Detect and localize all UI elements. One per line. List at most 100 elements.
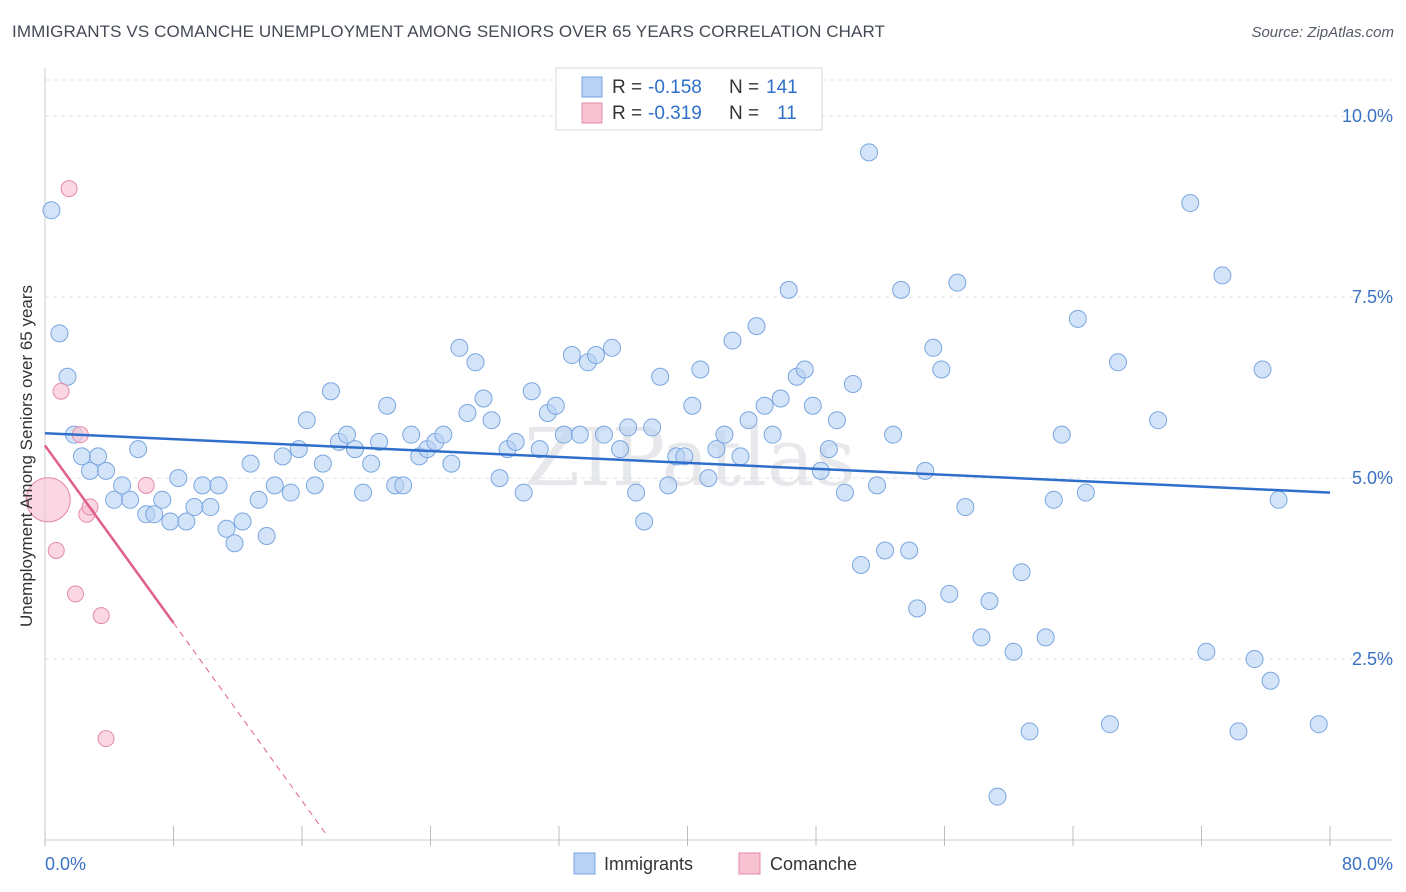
- immigrants-point: [627, 483, 646, 502]
- immigrants-point: [378, 396, 397, 415]
- legend-n-label-2: N =: [729, 103, 759, 124]
- immigrants-point: [811, 461, 830, 480]
- immigrants-point: [346, 440, 365, 459]
- immigrants-point: [169, 469, 188, 488]
- immigrants-point: [940, 584, 959, 603]
- comanche-key-swatch: [738, 852, 761, 875]
- immigrants-point: [699, 469, 718, 488]
- immigrants-point: [771, 389, 790, 408]
- immigrants-point: [121, 490, 140, 509]
- immigrants-point: [900, 541, 919, 560]
- immigrants-point: [611, 440, 630, 459]
- immigrants-point: [233, 512, 252, 531]
- immigrants-point: [217, 519, 236, 538]
- immigrants-point: [1309, 715, 1328, 734]
- tick-labels: 2.5% 5.0% 7.5% 10.0% 0.0% 80.0%: [45, 106, 1393, 874]
- immigrants-point: [442, 454, 461, 473]
- immigrants-point: [362, 454, 381, 473]
- legend-n-value-2: 11: [777, 103, 797, 124]
- immigrants-point: [675, 447, 694, 466]
- immigrants-point: [458, 403, 477, 422]
- immigrants-point: [691, 360, 710, 379]
- comanche-point: [25, 477, 71, 523]
- immigrants-point: [201, 498, 220, 517]
- comanche-point: [67, 585, 85, 603]
- immigrants-point: [1269, 490, 1288, 509]
- immigrants-point: [707, 440, 726, 459]
- immigrants-point: [860, 143, 879, 162]
- legend-n-value-1: 141: [766, 77, 798, 98]
- immigrants-point: [1052, 425, 1071, 444]
- immigrants-point: [177, 512, 196, 531]
- immigrants-point: [594, 425, 613, 444]
- y-axis-title: Unemployment Among Seniors over 65 years: [17, 285, 36, 627]
- x-tick-label-min: 0.0%: [45, 854, 86, 874]
- immigrants-point: [1100, 715, 1119, 734]
- immigrants-key-label: Immigrants: [604, 854, 693, 874]
- grid-layer: [45, 79, 1392, 660]
- immigrants-point: [851, 555, 870, 574]
- immigrants-point: [289, 440, 308, 459]
- immigrants-point: [321, 382, 340, 401]
- immigrants-point: [876, 541, 895, 560]
- immigrants-point: [546, 396, 565, 415]
- immigrants-point: [843, 375, 862, 393]
- comanche-point: [97, 730, 115, 748]
- comanche-key-label: Comanche: [770, 854, 857, 874]
- immigrants-point: [868, 476, 887, 495]
- legend-r-label-2: R =: [612, 103, 642, 124]
- immigrants-point: [225, 534, 244, 553]
- immigrants-point: [305, 476, 324, 495]
- immigrants-point: [257, 527, 276, 545]
- immigrants-point: [354, 483, 373, 502]
- immigrants-point: [827, 411, 846, 430]
- immigrants-point: [506, 432, 525, 451]
- immigrants-point: [58, 367, 77, 386]
- immigrants-point: [1245, 650, 1264, 669]
- immigrants-point: [50, 324, 69, 343]
- immigrants-point: [434, 425, 453, 444]
- immigrants-point: [474, 389, 493, 408]
- immigrants-key-swatch: [573, 852, 596, 875]
- immigrants-point: [908, 599, 927, 618]
- legend-r-label-1: R =: [612, 77, 642, 98]
- immigrants-point: [297, 411, 316, 430]
- immigrants-point: [97, 461, 116, 480]
- immigrants-point: [1044, 490, 1063, 509]
- immigrants-point: [715, 425, 734, 444]
- immigrants-point: [948, 273, 967, 292]
- immigrants-point: [603, 338, 622, 357]
- immigrants-point: [490, 469, 509, 488]
- immigrants-point: [113, 476, 132, 495]
- immigrants-point: [394, 476, 413, 495]
- immigrants-point: [651, 367, 670, 386]
- immigrants-point: [739, 411, 758, 430]
- immigrants-point: [763, 425, 782, 444]
- immigrants-point: [554, 425, 573, 444]
- immigrants-point: [1213, 266, 1232, 285]
- immigrants-point: [482, 411, 501, 430]
- immigrants-point: [643, 418, 662, 437]
- comanche-point: [60, 180, 78, 198]
- immigrants-legend-swatch: [581, 76, 603, 98]
- legend-n-label-1: N =: [729, 77, 759, 98]
- immigrants-point: [153, 490, 172, 509]
- comanche-trend-line: [43, 444, 175, 624]
- immigrants-point: [884, 425, 903, 444]
- immigrants-point: [980, 592, 999, 611]
- immigrants-point: [956, 498, 975, 517]
- immigrants-point: [241, 454, 260, 473]
- comanche-point: [47, 541, 65, 559]
- immigrants-point: [313, 454, 332, 473]
- x-tick-label-max: 80.0%: [1342, 854, 1393, 874]
- immigrants-point: [265, 476, 284, 495]
- chart-title: IMMIGRANTS VS COMANCHE UNEMPLOYMENT AMON…: [12, 22, 886, 41]
- immigrants-point: [803, 396, 822, 415]
- axes-layer: [44, 68, 1392, 846]
- y-tick-label: 2.5%: [1352, 649, 1393, 669]
- immigrants-point: [161, 512, 180, 531]
- immigrants-point: [42, 201, 61, 220]
- immigrants-point: [795, 360, 814, 379]
- immigrants-point: [522, 382, 541, 401]
